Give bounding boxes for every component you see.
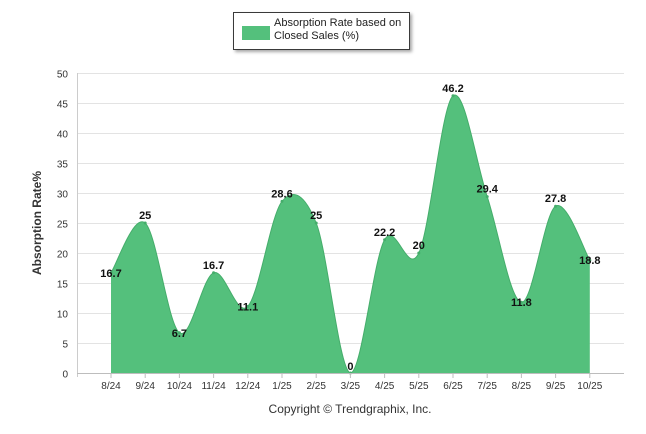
data-label: 25 [310, 210, 322, 222]
x-tick-label: 11/24 [201, 381, 226, 392]
data-label: 16.7 [203, 260, 224, 272]
legend-swatch [242, 26, 270, 40]
y-tick-label: 5 [62, 340, 68, 351]
data-point [246, 304, 250, 308]
x-tick-label: 7/25 [477, 381, 497, 392]
x-tick-label: 4/25 [375, 381, 395, 392]
data-point [383, 238, 387, 242]
data-label: 22.2 [374, 227, 395, 239]
y-tick-label: 0 [62, 370, 68, 381]
y-tick-label: 20 [57, 250, 69, 261]
y-tick-label: 35 [57, 160, 69, 171]
data-label: 11.8 [511, 297, 532, 309]
plot-area [109, 94, 592, 375]
data-point [143, 221, 147, 225]
data-point [485, 195, 489, 199]
x-tick-label: 10/25 [577, 381, 602, 392]
y-tick-label: 15 [57, 280, 69, 291]
legend-label: Absorption Rate based on Closed Sales (%… [274, 17, 402, 42]
data-point [212, 271, 216, 275]
data-labels: 16.7 25 6.7 16.7 11.1 28.6 25 0 22.2 20 46.2 29.4 11… [100, 83, 600, 373]
data-label: 18.8 [579, 255, 600, 267]
data-point [314, 221, 318, 225]
y-axis-title: Absorption Rate% [30, 171, 44, 276]
x-tick-label: 5/25 [409, 381, 429, 392]
data-label: 11.1 [237, 301, 258, 313]
y-tick-label: 10 [57, 310, 69, 321]
axes: 0 5 10 15 20 25 30 35 40 45 50 8/24 9/24 10/24 11/24 12… [57, 70, 624, 392]
x-tick-label: 6/25 [443, 381, 463, 392]
x-tick-label: 8/25 [512, 381, 532, 392]
data-point [177, 331, 181, 335]
legend: Absorption Rate based on Closed Sales (%… [233, 12, 410, 50]
data-point [588, 258, 592, 262]
data-label: 20 [413, 240, 425, 252]
x-tick-label: 1/25 [272, 381, 292, 392]
data-label: 25 [139, 210, 151, 222]
data-label: 0 [347, 361, 353, 373]
data-point [280, 199, 284, 203]
data-point [554, 204, 558, 208]
x-tick-label: 12/24 [235, 381, 260, 392]
data-label: 16.7 [100, 268, 121, 280]
y-tick-label: 30 [57, 190, 69, 201]
data-point [451, 94, 455, 98]
y-tick-label: 25 [57, 220, 69, 231]
x-tick-label: 9/25 [546, 381, 566, 392]
data-label: 28.6 [271, 188, 292, 200]
x-tick-label: 3/25 [341, 381, 361, 392]
data-point [417, 251, 421, 255]
x-tick-label: 10/24 [167, 381, 192, 392]
data-label: 29.4 [476, 184, 498, 196]
series-line [110, 94, 591, 374]
data-point [109, 271, 113, 275]
x-tick-label: 8/24 [101, 381, 121, 392]
y-tick-label: 40 [57, 130, 69, 141]
area-fill [111, 94, 590, 373]
data-point [519, 300, 523, 304]
data-label: 46.2 [442, 83, 463, 95]
data-label: 27.8 [545, 193, 566, 205]
x-tick-label: 2/25 [306, 381, 326, 392]
y-tick-label: 45 [57, 100, 69, 111]
x-tick-label: 9/24 [135, 381, 155, 392]
y-tick-label: 50 [57, 70, 69, 81]
copyright-text: Copyright © Trendgraphix, Inc. [268, 402, 432, 416]
data-label: 6.7 [172, 328, 187, 340]
